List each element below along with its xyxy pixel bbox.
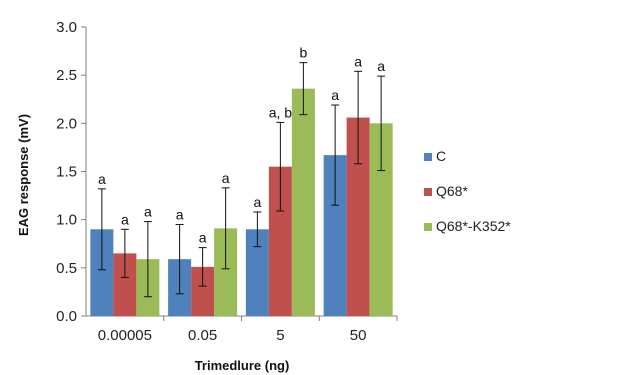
- significance-label: a: [98, 171, 106, 187]
- significance-label: a: [331, 87, 339, 103]
- significance-label: a, b: [269, 104, 293, 120]
- y-tick-label: 3.0: [56, 19, 77, 36]
- legend-label: Q68*: [436, 183, 468, 199]
- bar: [191, 266, 215, 316]
- x-axis: 0.00005 0.05 5 50: [86, 315, 398, 344]
- significance-label: a: [253, 194, 261, 210]
- y-tick-label: 0.0: [56, 308, 77, 325]
- x-tick-label: 5: [276, 327, 284, 344]
- legend-label: C: [436, 148, 446, 164]
- bars: [90, 88, 393, 316]
- bar: [245, 229, 269, 316]
- legend-swatch: [424, 153, 432, 161]
- y-tick-label: 1.0: [56, 212, 77, 229]
- legend-label: Q68*-K352*: [436, 218, 511, 234]
- x-axis-title: Trimedlure (ng): [195, 358, 290, 373]
- bar: [90, 229, 114, 316]
- bar: [214, 228, 238, 316]
- y-axis: 0.0 0.5 1.0 1.5 2.0 2.5 3.0: [56, 19, 87, 325]
- bar: [291, 88, 315, 316]
- significance-label: a: [121, 211, 129, 227]
- legend-swatch: [424, 188, 432, 196]
- significance-label: a: [176, 206, 184, 222]
- y-tick-label: 1.5: [56, 164, 77, 181]
- legend-swatch: [424, 223, 432, 231]
- y-tick-label: 2.0: [56, 115, 77, 132]
- significance-label: a: [222, 170, 230, 186]
- bar: [268, 166, 292, 316]
- significance-label: b: [299, 45, 307, 61]
- legend: C Q68* Q68*-K352*: [424, 148, 511, 234]
- bar: [323, 155, 347, 316]
- significance-label: a: [354, 53, 362, 69]
- x-tick-label: 0.05: [188, 327, 217, 344]
- significance-label: a: [199, 230, 207, 246]
- x-tick-label: 50: [350, 327, 367, 344]
- bar: [369, 123, 393, 316]
- x-tick-label: 0.00005: [98, 327, 152, 344]
- bar: [113, 253, 137, 316]
- y-tick-label: 2.5: [56, 67, 77, 84]
- y-tick-label: 0.5: [56, 260, 77, 277]
- bar: [346, 117, 370, 316]
- y-axis-title: EAG response (mV): [16, 114, 31, 236]
- significance-label: a: [377, 58, 385, 74]
- error-bars: [97, 62, 386, 298]
- significance-label: a: [144, 204, 152, 220]
